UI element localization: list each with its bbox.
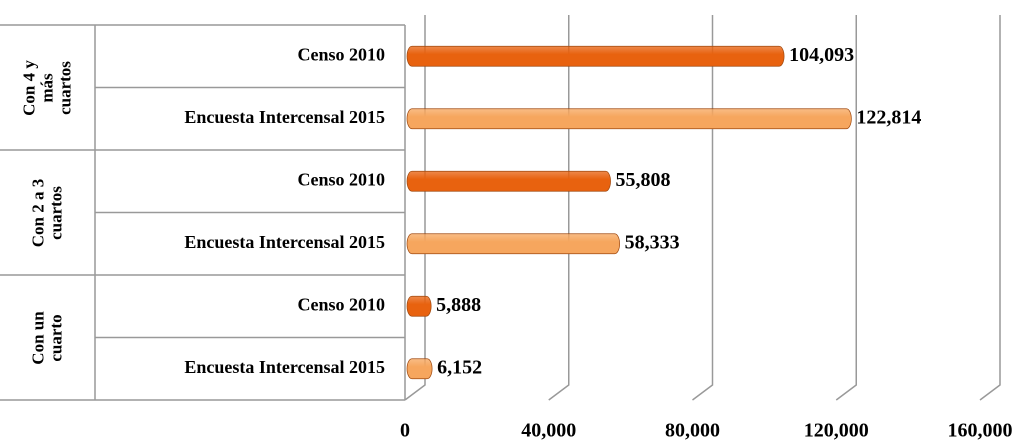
row-label: Encuesta Intercensal 2015 xyxy=(184,107,385,127)
group-label-box: Con 2 a 3 cuartos xyxy=(0,150,95,275)
grid-line xyxy=(404,15,426,401)
data-label: 104,093 xyxy=(789,44,854,66)
group-label: Con 4 y más cuartos xyxy=(19,59,74,116)
x-tick-label: 80,000 xyxy=(665,420,720,442)
grid-line xyxy=(692,15,714,401)
grid-line xyxy=(835,15,857,401)
x-tick-label: 160,000 xyxy=(948,420,1013,442)
group-label-box: Con un cuarto xyxy=(0,275,95,400)
grid-line xyxy=(979,15,1001,401)
bar xyxy=(406,108,852,130)
group-label-wrap: Con 4 y más cuartos xyxy=(0,25,95,150)
bar xyxy=(406,358,433,380)
x-tick-label: 40,000 xyxy=(521,420,576,442)
x-tick-label: 0 xyxy=(400,420,410,442)
data-label: 6,152 xyxy=(437,356,482,378)
bar xyxy=(406,295,432,317)
data-label: 58,333 xyxy=(625,231,680,253)
row-label: Censo 2010 xyxy=(297,294,385,314)
group-label-wrap: Con un cuarto xyxy=(0,275,95,400)
bar xyxy=(406,45,785,67)
data-label: 122,814 xyxy=(856,106,921,128)
bar xyxy=(406,170,611,192)
group-label-box: Con 4 y más cuartos xyxy=(0,25,95,150)
row-label: Encuesta Intercensal 2015 xyxy=(184,357,385,377)
data-label: 5,888 xyxy=(436,294,481,316)
row-label: Censo 2010 xyxy=(297,44,385,64)
grid-line xyxy=(548,15,570,401)
row-label: Censo 2010 xyxy=(297,169,385,189)
group-label-wrap: Con 2 a 3 cuartos xyxy=(0,150,95,275)
bar xyxy=(406,233,620,255)
data-label: 55,808 xyxy=(616,169,671,191)
group-label: Con un cuarto xyxy=(28,310,65,365)
group-label: Con 2 a 3 cuartos xyxy=(28,178,65,247)
x-tick-label: 120,000 xyxy=(804,420,869,442)
row-label: Encuesta Intercensal 2015 xyxy=(184,232,385,252)
